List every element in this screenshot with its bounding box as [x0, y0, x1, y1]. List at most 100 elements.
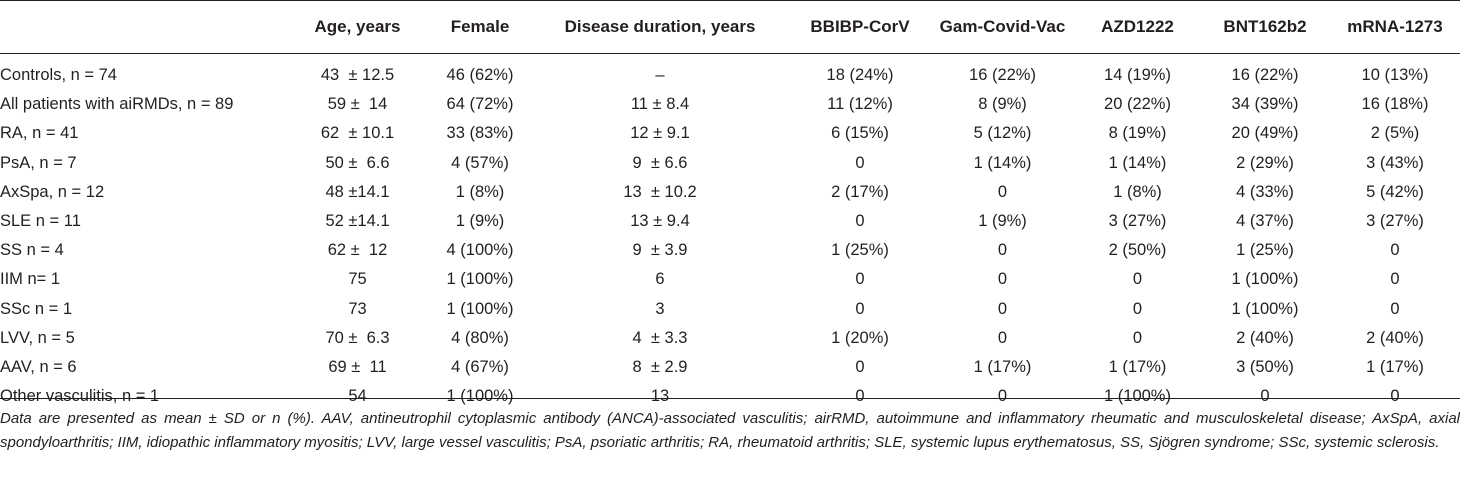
- mrna-1273-cell: 3 (27%): [1366, 212, 1424, 231]
- disease-duration-cell: 9 ± 6.6: [632, 153, 688, 172]
- row-label: All patients with aiRMDs, n = 89: [0, 95, 234, 114]
- column-header-female: Female: [450, 17, 510, 36]
- female-cell: 33 (83%): [446, 124, 514, 143]
- bnt162b2-cell: 4 (33%): [1236, 182, 1294, 201]
- mrna-1273-cell: 0: [1390, 387, 1400, 406]
- mrna-1273-cell: 0: [1390, 299, 1400, 318]
- bnt162b2-cell: 1 (25%): [1236, 241, 1294, 260]
- azd1222-cell: 1 (14%): [1108, 153, 1167, 172]
- bbibp-corv-cell: 0: [855, 270, 865, 289]
- table-row: RA, n = 41 62 ± 10.1 33 (83%) 12 ± 9.1 6 (15…: [0, 119, 1460, 148]
- column-header-mrna-1273: mRNA-1273: [1347, 17, 1443, 36]
- bbibp-corv-cell: 0: [855, 387, 865, 406]
- bottom-rule: [0, 398, 1460, 399]
- disease-duration-cell: 9 ± 3.9: [632, 241, 688, 260]
- gam-covid-vac-cell: 0: [997, 299, 1008, 318]
- mrna-1273-cell: 0: [1390, 270, 1400, 289]
- table-row: AAV, n = 6 69 ± 11 4 (67%) 8 ± 2.9 0 1 (17%) 1…: [0, 353, 1460, 382]
- female-cell: 4 (100%): [446, 241, 514, 260]
- mrna-1273-cell: 0: [1390, 241, 1400, 260]
- bbibp-corv-cell: 1 (25%): [831, 241, 889, 260]
- disease-duration-cell: –: [655, 66, 665, 85]
- table-footnote: Data are presented as mean ± SD or n (%)…: [0, 410, 1460, 451]
- azd1222-cell: 0: [1132, 328, 1143, 347]
- column-header-bbibp-corv: BBIBP-CorV: [810, 17, 910, 36]
- gam-covid-vac-cell: 1 (17%): [973, 357, 1032, 376]
- age-cell: 54: [348, 387, 367, 406]
- bnt162b2-cell: 1 (100%): [1231, 299, 1299, 318]
- bnt162b2-cell: 0: [1260, 387, 1270, 406]
- row-label: LVV, n = 5: [0, 328, 75, 347]
- header-rule: [0, 53, 1460, 54]
- bnt162b2-cell: 20 (49%): [1231, 124, 1299, 143]
- table-row: Other vasculitis, n = 1 54 1 (100%) 13 0 0 1 (…: [0, 382, 1460, 411]
- female-cell: 46 (62%): [446, 66, 514, 85]
- disease-duration-cell: 4 ± 3.3: [632, 328, 688, 347]
- female-cell: 1 (100%): [446, 270, 514, 289]
- header-row: Age, years Female Disease duration, year…: [0, 0, 1460, 54]
- disease-duration-cell: 12 ± 9.1: [630, 124, 690, 143]
- bnt162b2-cell: 4 (37%): [1236, 212, 1294, 231]
- age-cell: 48 ±14.1: [325, 182, 390, 201]
- mrna-1273-cell: 16 (18%): [1361, 95, 1429, 114]
- row-label: SLE n = 11: [0, 212, 81, 231]
- bbibp-corv-cell: 11 (12%): [827, 95, 893, 114]
- row-label: Other vasculitis, n = 1: [0, 387, 160, 406]
- gam-covid-vac-cell: 1 (14%): [973, 153, 1032, 172]
- gam-covid-vac-cell: 0: [997, 270, 1008, 289]
- age-cell: 70 ± 6.3: [325, 328, 390, 347]
- azd1222-cell: 1 (17%): [1108, 357, 1167, 376]
- female-cell: 1 (100%): [446, 387, 514, 406]
- table-row: PsA, n = 7 50 ± 6.6 4 (57%) 9 ± 6.6 0 1 (14%)…: [0, 149, 1460, 178]
- mrna-1273-cell: 1 (17%): [1366, 357, 1424, 376]
- azd1222-cell: 20 (22%): [1104, 95, 1171, 114]
- azd1222-cell: 2 (50%): [1108, 241, 1167, 260]
- bbibp-corv-cell: 6 (15%): [831, 124, 889, 143]
- column-header: [0, 0, 285, 54]
- azd1222-cell: 0: [1132, 270, 1143, 289]
- top-rule: [0, 0, 1460, 1]
- bbibp-corv-cell: 0: [855, 153, 865, 172]
- gam-covid-vac-cell: 16 (22%): [969, 66, 1036, 85]
- bnt162b2-cell: 34 (39%): [1231, 95, 1299, 114]
- age-cell: 62 ± 10.1: [320, 124, 395, 143]
- mrna-1273-cell: 5 (42%): [1366, 182, 1424, 201]
- row-label: SS n = 4: [0, 241, 64, 260]
- female-cell: 4 (80%): [451, 328, 509, 347]
- bnt162b2-cell: 16 (22%): [1231, 66, 1299, 85]
- row-label: Controls, n = 74: [0, 66, 117, 85]
- column-header-bnt162b2: BNT162b2: [1223, 17, 1307, 36]
- bbibp-corv-cell: 0: [855, 299, 865, 318]
- female-cell: 4 (67%): [451, 357, 509, 376]
- bnt162b2-cell: 1 (100%): [1231, 270, 1299, 289]
- row-label: PsA, n = 7: [0, 153, 77, 172]
- age-cell: 43 ± 12.5: [320, 66, 395, 85]
- column-header-azd1222: AZD1222: [1101, 17, 1174, 36]
- azd1222-cell: 8 (19%): [1108, 124, 1167, 143]
- mrna-1273-cell: 2 (5%): [1370, 124, 1420, 143]
- row-label: AxSpa, n = 12: [0, 182, 105, 201]
- azd1222-cell: 1 (100%): [1104, 387, 1171, 406]
- column-header-disease-duration: Disease duration, years: [564, 17, 756, 36]
- gam-covid-vac-cell: 0: [997, 182, 1008, 201]
- age-cell: 52 ±14.1: [325, 212, 390, 231]
- female-cell: 1 (8%): [455, 182, 505, 201]
- table-row: LVV, n = 5 70 ± 6.3 4 (80%) 4 ± 3.3 1 (20%) 0…: [0, 324, 1460, 353]
- azd1222-cell: 1 (8%): [1113, 182, 1162, 201]
- table-body: Controls, n = 74 43 ± 12.5 46 (62%) – 18 (24…: [0, 54, 1460, 411]
- disease-duration-cell: 3: [655, 299, 665, 318]
- bbibp-corv-cell: 0: [855, 357, 865, 376]
- gam-covid-vac-cell: 0: [997, 328, 1008, 347]
- bbibp-corv-cell: 1 (20%): [831, 328, 889, 347]
- table-row: AxSpa, n = 12 48 ±14.1 1 (8%) 13 ± 10.2 2 (1…: [0, 178, 1460, 207]
- azd1222-cell: 0: [1132, 299, 1143, 318]
- gam-covid-vac-cell: 5 (12%): [973, 124, 1032, 143]
- table-row: SSc n = 1 73 1 (100%) 3 0 0 0 1 (100%) 0: [0, 295, 1460, 324]
- table-row: SLE n = 11 52 ±14.1 1 (9%) 13 ± 9.4 0 1 (9%) 3…: [0, 207, 1460, 236]
- age-cell: 62 ± 12: [327, 241, 388, 260]
- column-header-gam-covid-vac: Gam-Covid-Vac: [939, 17, 1066, 36]
- female-cell: 1 (9%): [455, 212, 505, 231]
- bnt162b2-cell: 3 (50%): [1236, 357, 1294, 376]
- table-row: SS n = 4 62 ± 12 4 (100%) 9 ± 3.9 1 (25%) 0 2 …: [0, 236, 1460, 265]
